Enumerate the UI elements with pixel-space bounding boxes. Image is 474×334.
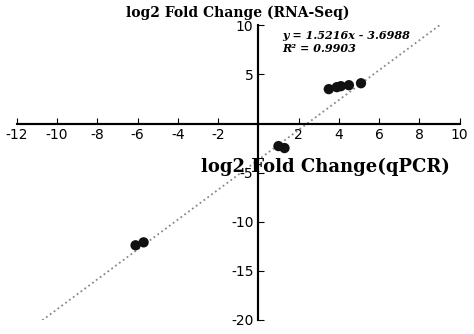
Point bbox=[357, 80, 365, 86]
Title: log2 Fold Change (RNA-Seq): log2 Fold Change (RNA-Seq) bbox=[127, 6, 350, 20]
Point bbox=[337, 84, 345, 89]
Point bbox=[345, 82, 353, 88]
Point bbox=[325, 87, 333, 92]
Text: y = 1.5216x - 3.6988
R² = 0.9903: y = 1.5216x - 3.6988 R² = 0.9903 bbox=[283, 30, 410, 54]
Point bbox=[275, 143, 283, 149]
Point bbox=[333, 85, 341, 90]
Point bbox=[140, 240, 147, 245]
Text: log2 Fold Change(qPCR): log2 Fold Change(qPCR) bbox=[201, 158, 449, 176]
Point bbox=[281, 145, 288, 151]
Point bbox=[132, 242, 139, 248]
